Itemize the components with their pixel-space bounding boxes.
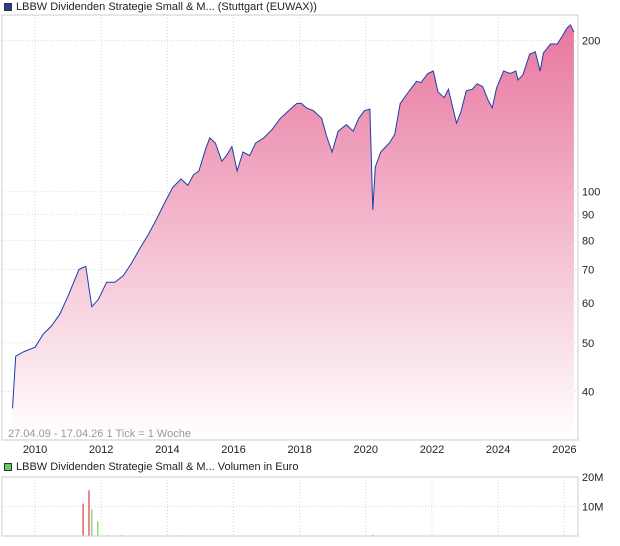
price-chart: 40 50 60 70 80 90 100 200 2010 2012 2014 2016 2018 20… — [1, 14, 600, 456]
volume-ytick-label: 10M — [582, 502, 603, 514]
price-ytick-label: 60 — [582, 298, 594, 310]
price-ytick-label: 90 — [582, 210, 594, 222]
volume-frame — [1, 476, 579, 537]
price-xtick-label: 2018 — [287, 444, 311, 456]
price-legend: LBBW Dividenden Strategie Small & M... (… — [4, 0, 317, 14]
price-xtick-label: 2024 — [486, 444, 510, 456]
price-xtick-label: 2014 — [155, 444, 179, 456]
volume-legend-swatch — [4, 463, 12, 471]
price-xtick-label: 2026 — [552, 444, 576, 456]
price-ytick-label: 50 — [582, 338, 594, 350]
volume-bar — [91, 509, 93, 536]
price-area — [12, 24, 574, 441]
volume-bar — [97, 521, 99, 537]
price-ytick-label: 70 — [582, 264, 594, 276]
price-ytick-label: 100 — [582, 187, 600, 199]
price-xtick-label: 2020 — [354, 444, 378, 456]
price-xtick-label: 2022 — [420, 444, 444, 456]
volume-bar — [82, 503, 84, 536]
price-ytick-label: 200 — [582, 36, 600, 48]
volume-legend-label: LBBW Dividenden Strategie Small & M... V… — [16, 461, 299, 473]
volume-bar — [372, 534, 374, 536]
price-info-text: 27.04.09 - 17.04.26 1 Tick = 1 Woche — [8, 428, 191, 440]
price-legend-label: LBBW Dividenden Strategie Small & M... (… — [16, 1, 317, 13]
volume-bar — [88, 490, 90, 536]
price-ytick-label: 40 — [582, 386, 594, 398]
price-legend-swatch — [4, 3, 12, 11]
price-ytick-label: 80 — [582, 235, 594, 247]
volume-ytick-label: 20M — [582, 472, 603, 484]
price-xtick-label: 2016 — [221, 444, 245, 456]
price-line — [12, 24, 575, 409]
price-frame — [1, 14, 579, 441]
price-xtick-label: 2010 — [23, 444, 47, 456]
volume-legend: LBBW Dividenden Strategie Small & M... V… — [4, 460, 298, 474]
price-xtick-label: 2012 — [89, 444, 113, 456]
